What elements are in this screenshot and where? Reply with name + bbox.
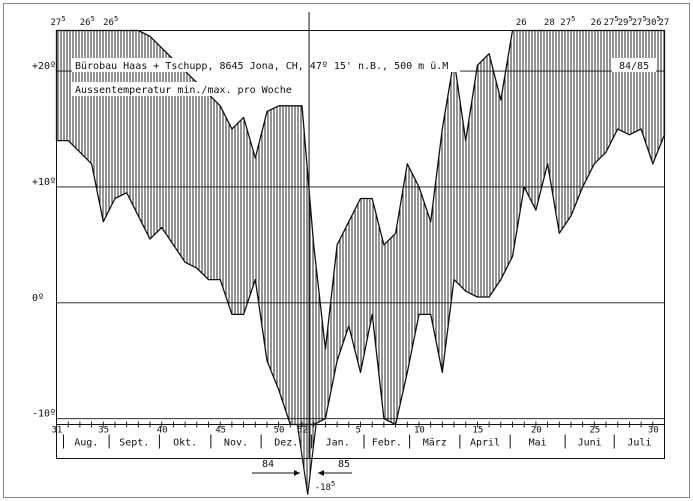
- x-tick-label: 35: [98, 426, 109, 436]
- y-axis-labels: +20º +10º 0º -10º: [32, 61, 56, 420]
- month-label: Nov.: [224, 438, 248, 449]
- max-annotation: 295: [618, 15, 633, 28]
- month-label: Juni: [578, 438, 602, 449]
- max-annotation: 27: [659, 18, 670, 28]
- y-tick-label: 0º: [32, 293, 44, 304]
- x-tick-label: 15: [472, 426, 483, 436]
- x-tick-label: 40: [157, 426, 168, 436]
- y-tick-label: +20º: [32, 61, 56, 72]
- month-label: April: [470, 438, 500, 449]
- year-label-85: 85: [338, 459, 350, 470]
- x-tick-label: 20: [531, 426, 542, 436]
- plot-frame: [56, 30, 665, 459]
- x-tick-label: 50: [274, 426, 285, 436]
- max-annotation: 26: [516, 18, 527, 28]
- chart-title: Bürobau Haas + Tschupp, 8645 Jona, CH, 4…: [75, 61, 448, 72]
- max-annotation: 275: [51, 15, 66, 28]
- title-box: [72, 58, 460, 72]
- minimum-annotation: -185: [315, 480, 335, 493]
- max-annotation: 275: [632, 15, 647, 28]
- max-annotation: 28: [544, 18, 555, 28]
- year-label-84: 84: [262, 459, 274, 470]
- max-annotation: 26: [591, 18, 602, 28]
- month-label: Febr.: [372, 438, 402, 449]
- x-tick-label: 52: [297, 426, 308, 436]
- max-annotation: 265: [80, 15, 95, 28]
- temperature-band: [55, 29, 666, 426]
- x-tick-label: 10: [414, 426, 425, 436]
- month-label: März: [423, 438, 447, 449]
- chart-subtitle: Aussentemperatur min./max. pro Woche: [75, 85, 292, 96]
- month-labels: Aug. Sept. Okt. Nov. Dez. Jan. Febr. März April M…: [63, 434, 665, 449]
- month-label: Dez.: [274, 438, 298, 449]
- year-indicator: 84 85: [252, 459, 352, 476]
- max-annotation: 275: [560, 15, 575, 28]
- month-label: Juli: [627, 438, 651, 449]
- period-box: [612, 58, 656, 72]
- month-label: Mai: [529, 438, 547, 449]
- month-label: Jan.: [326, 438, 350, 449]
- y-tick-label: -10º: [32, 409, 56, 420]
- y-tick-label: +10º: [32, 177, 56, 188]
- period-label: 84/85: [619, 61, 649, 72]
- month-label: Sept.: [119, 438, 149, 449]
- max-annotation: 275: [604, 15, 619, 28]
- x-tick-label: 30: [648, 426, 659, 436]
- x-tick-label: 25: [589, 426, 600, 436]
- x-axis: 31 35 40 45 50 52 5 10 15 20 25 30: [52, 421, 665, 436]
- month-label: Okt.: [173, 438, 197, 449]
- x-tick-label: 45: [215, 426, 226, 436]
- x-tick-label: 5: [356, 426, 361, 436]
- max-annotation: 265: [103, 15, 118, 28]
- subtitle-box: [72, 82, 362, 96]
- x-tick-label: 31: [52, 426, 63, 436]
- month-label: Aug.: [74, 438, 98, 449]
- outer-frame: [3, 3, 690, 498]
